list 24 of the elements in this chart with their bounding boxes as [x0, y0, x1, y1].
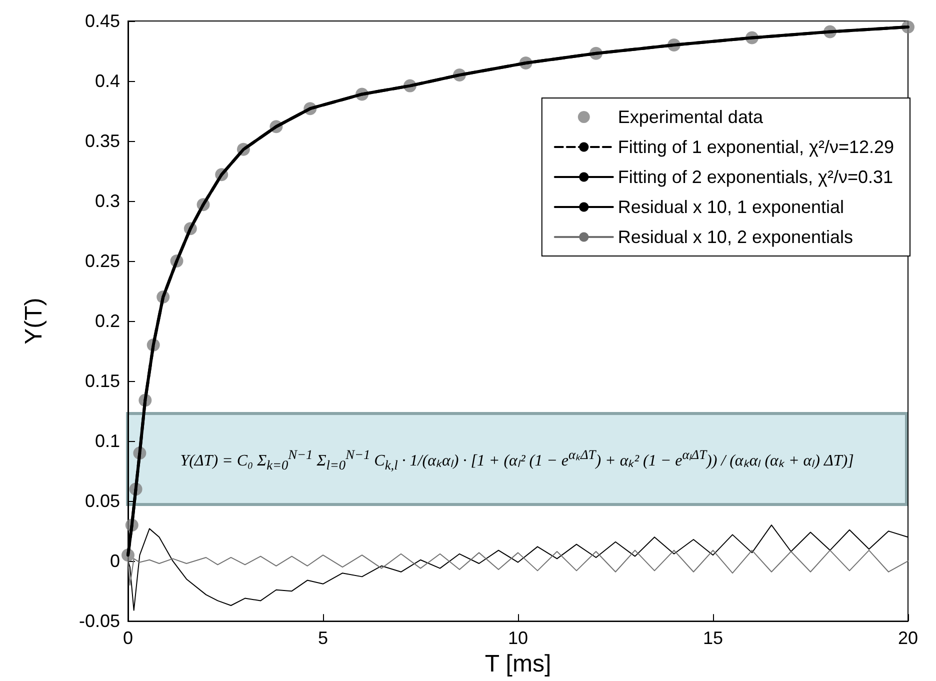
legend-label: Experimental data — [618, 107, 764, 127]
y-tick-label: 0.45 — [84, 11, 120, 31]
legend-label: Fitting of 1 exponential, χ²/ν=12.29 — [618, 137, 894, 157]
legend-label: Residual x 10, 2 exponentials — [618, 227, 854, 247]
y-tick-label: -0.05 — [78, 611, 120, 632]
y-tick-label: 0.25 — [84, 251, 120, 272]
legend-label: Residual x 10, 1 exponential — [618, 197, 844, 217]
x-tick-label: 15 — [702, 628, 724, 648]
y-tick-label: 0 — [110, 551, 120, 572]
legend-label: Fitting of 2 exponentials, χ²/ν=0.31 — [618, 167, 893, 187]
y-tick-label: 0.35 — [84, 131, 120, 152]
y-tick-label: 0.1 — [94, 431, 120, 452]
x-tick-label: 5 — [318, 628, 328, 648]
y-tick-label: 0.4 — [94, 71, 120, 92]
y-tick-label: 0.15 — [84, 371, 120, 392]
x-tick-label: 20 — [898, 628, 918, 648]
x-tick-label: 0 — [122, 628, 134, 648]
y-tick-label: 0.05 — [84, 491, 120, 512]
x-tick-label: 10 — [508, 628, 528, 648]
y-tick-label: 0.2 — [94, 311, 120, 332]
y-tick-label: 0.3 — [94, 191, 120, 212]
x-axis-title: T [ms] — [484, 650, 552, 678]
y-axis-title: Y(T) — [20, 298, 48, 344]
formula-box: Y(ΔT) = C₀ Σ$_{k=0}$$^{N−1}$ Σ$_{l=0}$$^{N−1}$ C$_{k,l}$ · 1/(αₖαₗ) · [1 + (αₗ² (1 − e$^{αₖΔT}$) + αₖ² (1 − e$^{αₗΔT}$)) / (αₖαₗ (αₖ + αₗ) ΔT)] — [126, 412, 908, 506]
